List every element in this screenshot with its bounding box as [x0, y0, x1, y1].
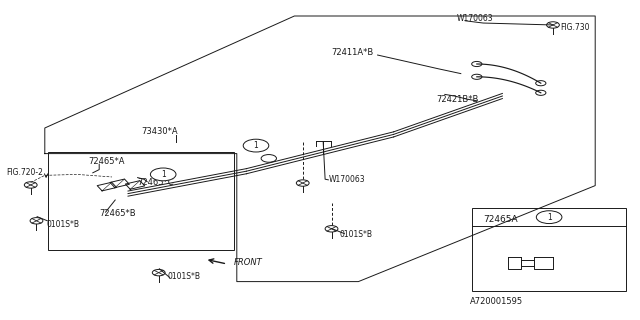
Text: FRONT: FRONT: [234, 258, 262, 267]
Text: 0101S*B: 0101S*B: [339, 230, 372, 239]
Circle shape: [536, 90, 546, 95]
Text: 0101S*B: 0101S*B: [46, 220, 79, 229]
Text: 1: 1: [161, 170, 166, 179]
Text: FIG.720-2: FIG.720-2: [6, 168, 44, 177]
Circle shape: [472, 61, 482, 67]
Text: 73430*A: 73430*A: [141, 127, 177, 136]
Text: FIG.730: FIG.730: [560, 23, 589, 32]
Text: 72465A: 72465A: [483, 215, 518, 224]
Text: 0101S*B: 0101S*B: [168, 272, 201, 281]
Text: 72465*B: 72465*B: [99, 209, 136, 218]
Text: 72465*A: 72465*A: [88, 157, 125, 166]
Circle shape: [536, 81, 546, 86]
Text: 72465*C: 72465*C: [138, 178, 174, 187]
Bar: [472, 208, 626, 291]
Text: W170063: W170063: [328, 175, 365, 184]
Text: 72411A*B: 72411A*B: [332, 48, 374, 57]
Circle shape: [243, 139, 269, 152]
Text: 72421B*B: 72421B*B: [436, 95, 479, 104]
Circle shape: [150, 168, 176, 181]
Text: W170063: W170063: [456, 14, 493, 23]
Bar: [48, 152, 234, 250]
Text: 1: 1: [547, 213, 552, 222]
Text: 1: 1: [253, 141, 259, 150]
Text: A720001595: A720001595: [470, 297, 524, 306]
Circle shape: [472, 74, 482, 79]
